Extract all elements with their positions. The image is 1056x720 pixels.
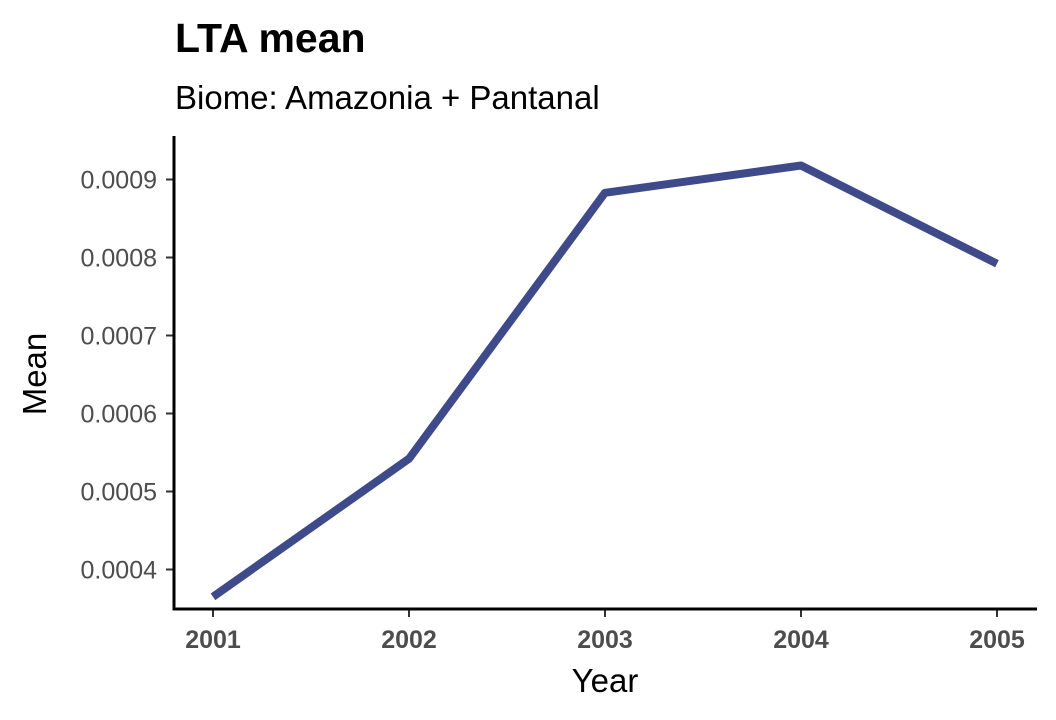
x-axis-ticks: 2001 2002 2003 2004 2005 [185,609,1025,654]
x-tick-label: 2002 [381,626,437,654]
chart-title: LTA mean [175,15,366,61]
x-tick-label: 2005 [969,626,1025,654]
y-tick-label: 0.0009 [81,167,157,195]
x-tick-label: 2003 [577,626,633,654]
x-tick-label: 2001 [185,626,241,654]
y-axis-ticks: 0.0004 0.0005 0.0006 0.0007 0.0008 0.0009 [81,167,174,585]
x-axis-title: Year [572,662,639,699]
y-tick-label: 0.0004 [81,557,158,585]
x-tick-label: 2004 [773,626,829,654]
y-tick-label: 0.0005 [81,479,157,507]
y-axis-title: Mean [16,333,53,416]
y-tick-label: 0.0006 [81,401,157,429]
chart-subtitle: Biome: Amazonia + Pantanal [175,79,600,116]
series-layer [210,161,999,601]
y-tick-label: 0.0008 [81,245,157,273]
series-line [210,161,999,601]
y-tick-label: 0.0007 [81,323,157,351]
